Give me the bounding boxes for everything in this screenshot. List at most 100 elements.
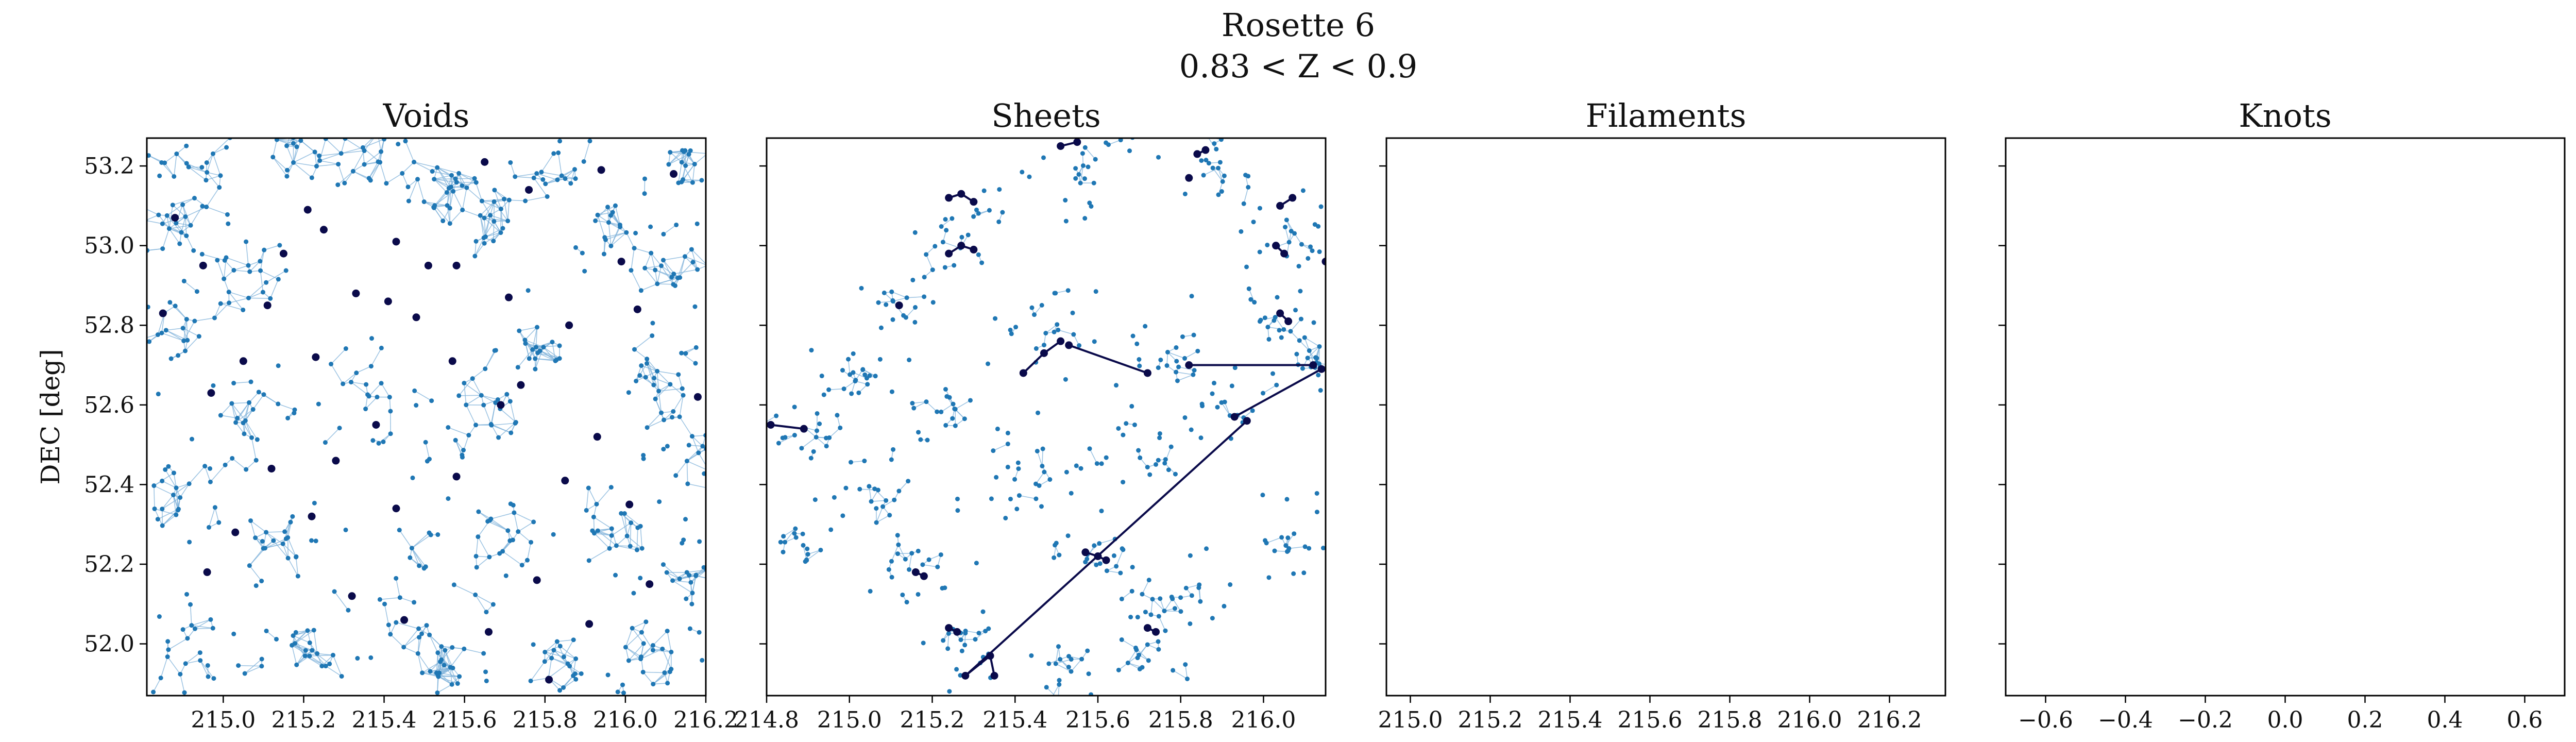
galaxy-point (476, 534, 481, 539)
galaxy-point (557, 343, 562, 348)
x-tick-label: 215.0 (817, 707, 882, 733)
galaxy-point (943, 217, 948, 222)
galaxy-point (1053, 543, 1058, 548)
neighbor-link (663, 256, 685, 261)
neighbor-link (248, 292, 263, 299)
neighbor-link (552, 342, 556, 361)
galaxy-point (1156, 639, 1161, 644)
galaxy-point (1073, 166, 1078, 171)
neighbor-link (244, 666, 262, 674)
member-point (545, 676, 553, 684)
galaxy-point (400, 171, 405, 176)
x-tick-label: 215.8 (513, 707, 578, 733)
galaxy-point (1130, 333, 1136, 339)
galaxy-point (688, 580, 693, 585)
galaxy-point (1032, 312, 1037, 317)
member-point (800, 425, 808, 433)
galaxy-point (157, 173, 162, 178)
neighbor-link (489, 201, 495, 215)
neighbor-link (656, 371, 659, 391)
galaxy-point (573, 245, 579, 250)
x-tick-label: 216.2 (1857, 707, 1922, 733)
galaxy-point (498, 230, 503, 235)
galaxy-point (174, 485, 179, 491)
galaxy-point (859, 285, 864, 291)
galaxy-point (809, 348, 814, 353)
galaxy-point (655, 281, 660, 286)
neighbor-link (438, 667, 451, 677)
galaxy-point (1005, 442, 1010, 447)
galaxy-point (276, 401, 281, 407)
galaxy-point (1296, 264, 1301, 269)
neighbor-link (527, 542, 532, 561)
neighbor-link (1309, 350, 1317, 363)
galaxy-point (1138, 455, 1143, 460)
galaxy-point (549, 655, 554, 661)
neighbor-link (402, 173, 409, 188)
galaxy-point (1136, 448, 1141, 453)
galaxy-point (1132, 422, 1137, 427)
galaxy-point (890, 317, 895, 322)
galaxy-point (208, 617, 213, 622)
galaxy-point (363, 407, 368, 412)
member-point (593, 433, 601, 441)
neighbor-link (208, 507, 216, 528)
neighbor-link (464, 648, 484, 654)
galaxy-point (285, 535, 291, 540)
galaxy-point (890, 298, 895, 303)
galaxy-point (182, 117, 187, 122)
galaxy-point (1047, 477, 1053, 482)
galaxy-point (707, 486, 712, 491)
galaxy-point (935, 564, 940, 569)
neighbor-link (293, 140, 301, 163)
galaxy-point (434, 670, 439, 676)
galaxy-point (869, 499, 874, 504)
galaxy-point (1310, 248, 1315, 254)
galaxy-point (513, 174, 518, 179)
neighbor-link (162, 495, 174, 510)
galaxy-point (681, 393, 686, 398)
neighbor-links (147, 138, 706, 694)
galaxy-point (933, 244, 938, 249)
galaxy-point (685, 481, 690, 486)
galaxy-point (1241, 201, 1246, 206)
galaxy-point (955, 496, 960, 501)
galaxy-point (595, 528, 600, 533)
neighbor-link (384, 604, 389, 625)
galaxy-point (637, 373, 642, 378)
y-tick-label: 52.2 (84, 551, 134, 578)
neighbor-link (444, 650, 446, 665)
neighbor-link (655, 269, 672, 278)
neighbor-link (1299, 340, 1310, 351)
neighbor-link (438, 676, 452, 685)
galaxy-point (223, 462, 228, 467)
galaxy-point (160, 478, 165, 483)
galaxy-point (1082, 145, 1088, 150)
galaxy-point (381, 439, 386, 444)
galaxy-point (1135, 615, 1140, 620)
neighbor-link (206, 175, 221, 181)
neighbor-link (632, 628, 644, 644)
neighbor-link (647, 359, 658, 372)
neighbor-link (425, 442, 430, 460)
neighbor-link (370, 162, 381, 181)
galaxy-point (163, 467, 168, 472)
neighbor-link (661, 265, 679, 278)
neighbor-link (445, 650, 451, 668)
neighbor-link (436, 167, 450, 189)
galaxy-point (974, 207, 979, 212)
galaxy-point (848, 460, 853, 465)
galaxy-point (613, 203, 618, 208)
neighbor-link (663, 564, 680, 579)
neighbor-link (437, 167, 452, 176)
galaxy-point (1057, 682, 1062, 687)
member-point (412, 313, 420, 322)
neighbor-link (625, 647, 641, 657)
galaxy-point (1320, 546, 1326, 551)
neighbor-link (417, 179, 425, 202)
galaxy-point (528, 678, 533, 683)
galaxy-point (355, 656, 360, 661)
neighbor-link (500, 209, 503, 229)
galaxy-point (815, 411, 820, 416)
